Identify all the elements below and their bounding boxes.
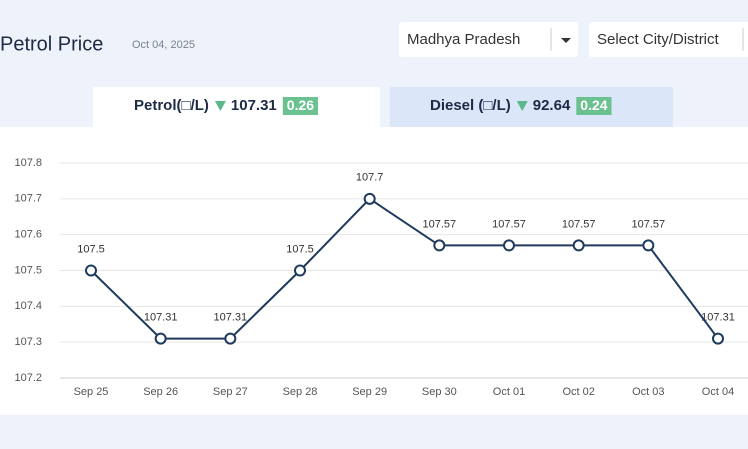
data-label: 107.7 (356, 172, 384, 184)
date: Oct 04, 2025 (132, 39, 195, 51)
y-tick-label: 107.7 (14, 193, 42, 205)
state-select[interactable] (399, 22, 578, 57)
tab-label: Diesel (□/L) (430, 97, 511, 114)
petrol-tab[interactable] (93, 87, 380, 129)
point (642, 239, 655, 252)
city-select[interactable] (589, 22, 748, 57)
data-label: 107.57 (562, 218, 596, 230)
data-label: 107.5 (77, 243, 105, 255)
x-tick-label: Oct 04 (702, 386, 734, 398)
point (712, 332, 724, 345)
point (503, 239, 515, 252)
point (433, 239, 446, 252)
y-tick-label: 107.5 (14, 264, 42, 276)
x-tick-label: Oct 02 (562, 386, 594, 398)
x-tick-label: Sep 27 (213, 386, 248, 398)
tab-content: Petrol(□/L) 107.31 0.26 (134, 97, 319, 115)
data-label: 107.31 (701, 311, 735, 323)
x-tick-label: Sep 26 (143, 386, 178, 398)
y-tick-label: 107.4 (14, 300, 42, 312)
line (90, 197, 719, 340)
y-tick-label: 107.6 (14, 229, 42, 241)
point (85, 264, 97, 277)
page-title: Petrol Price (0, 33, 103, 55)
change-badge (576, 97, 612, 115)
y-tick-label: 107.2 (14, 372, 42, 384)
y-tick-label: 107.3 (14, 336, 42, 348)
x-tick-label: Sep 29 (352, 386, 387, 398)
x-tick-label: Sep 25 (74, 386, 109, 398)
data-label: 107.5 (286, 243, 314, 255)
data-label: 107.57 (492, 218, 526, 230)
select-caret (561, 38, 571, 43)
point (224, 332, 237, 345)
diesel-tab[interactable] (390, 87, 673, 127)
change: 0.24 (580, 97, 607, 113)
price: 107.31 (231, 97, 277, 114)
point (154, 332, 167, 345)
state-select-label: Madhya Pradesh (407, 31, 520, 48)
x-tick-label: Oct 03 (632, 386, 664, 398)
trend-arrow (516, 101, 528, 111)
price: 92.64 (533, 97, 571, 114)
data-label: 107.57 (423, 218, 457, 230)
point (294, 264, 306, 277)
y-tick-label: 107.8 (14, 157, 42, 169)
chart: 107.2 107.3 107.4 107.5 107.6 107.7 107.8 Sep 2… (14, 157, 748, 398)
trend-arrow (214, 101, 226, 111)
data-label: 107.57 (632, 218, 666, 230)
change: 0.26 (287, 97, 314, 113)
point (572, 239, 585, 252)
tab-label: Petrol(□/L) (134, 97, 209, 114)
data-label: 107.31 (144, 311, 178, 323)
change-badge (282, 97, 319, 115)
x-tick-label: Sep 30 (422, 386, 457, 398)
tab-content: Diesel (□/L) 92.64 0.24 (430, 97, 612, 115)
x-tick-label: Sep 28 (283, 386, 318, 398)
x-tick-label: Oct 01 (493, 386, 525, 398)
data-label: 107.31 (214, 311, 248, 323)
city-select-label: Select City/District (597, 31, 720, 48)
point (363, 192, 376, 205)
